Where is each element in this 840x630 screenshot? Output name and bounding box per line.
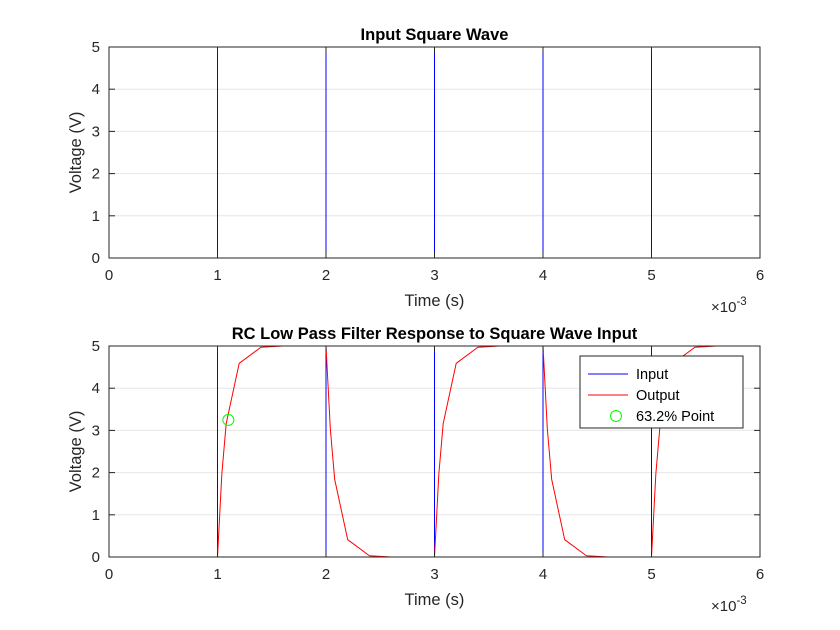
axes-rc-filter-response: 0 1 2 3 4 5 6 0 1 2 3 4 5 RC Low Pass Filter Response… bbox=[67, 325, 764, 615]
chart-title: Input Square Wave bbox=[361, 26, 509, 44]
x-tick-label: 1 bbox=[213, 267, 221, 284]
x-tick-label: 2 bbox=[322, 566, 330, 583]
y-axis-label: Voltage (V) bbox=[67, 112, 85, 194]
x-tick-label: 5 bbox=[647, 566, 655, 583]
x-exponent-base: ×10 bbox=[711, 598, 736, 615]
y-tick-label: 3 bbox=[92, 123, 100, 140]
x-tick-label: 3 bbox=[430, 267, 438, 284]
x-tick-label: 2 bbox=[322, 267, 330, 284]
y-tick-label: 0 bbox=[92, 250, 100, 267]
y-tick-label: 0 bbox=[92, 549, 100, 566]
x-exponent-power: -3 bbox=[736, 595, 746, 607]
legend-label: 63.2% Point bbox=[636, 409, 714, 425]
x-tick-label: 6 bbox=[756, 267, 764, 284]
legend-box bbox=[579, 355, 744, 429]
x-tick-label: 0 bbox=[105, 267, 113, 284]
y-axis-label: Voltage (V) bbox=[67, 411, 85, 493]
y-tick-label: 4 bbox=[92, 81, 100, 98]
y-tick-label: 1 bbox=[92, 507, 100, 524]
chart-title: RC Low Pass Filter Response to Square Wa… bbox=[232, 325, 638, 343]
x-exponent-power: -3 bbox=[736, 296, 746, 308]
legend-label: Output bbox=[636, 388, 680, 404]
x-exponent-label: ×10-3 bbox=[711, 595, 747, 615]
x-tick-label: 5 bbox=[647, 267, 655, 284]
x-tick-label: 4 bbox=[539, 566, 547, 583]
x-tick-label: 3 bbox=[430, 566, 438, 583]
x-exponent-label: ×10-3 bbox=[711, 296, 747, 316]
y-tick-label: 2 bbox=[92, 166, 100, 183]
y-tick-label: 2 bbox=[92, 465, 100, 482]
marker-63-2-point bbox=[222, 413, 235, 426]
x-axis-label: Time (s) bbox=[405, 591, 465, 609]
x-exponent-base: ×10 bbox=[711, 299, 736, 316]
y-tick-label: 4 bbox=[92, 380, 100, 397]
x-tick-label: 6 bbox=[756, 566, 764, 583]
x-tick-label: 4 bbox=[539, 267, 547, 284]
y-tick-label: 3 bbox=[92, 422, 100, 439]
y-tick-label: 1 bbox=[92, 208, 100, 225]
x-tick-label: 0 bbox=[105, 566, 113, 583]
y-tick-label: 5 bbox=[92, 338, 100, 355]
axes-input-square-wave: 0 1 2 3 4 5 6 0 1 2 3 4 5 Input Square Wave Time (s) Vo… bbox=[67, 26, 764, 316]
legend-label: Input bbox=[636, 367, 668, 383]
x-tick-label: 1 bbox=[213, 566, 221, 583]
x-axis-label: Time (s) bbox=[405, 292, 465, 310]
legend: Input Output 63.2% Point bbox=[579, 355, 744, 429]
y-tick-label: 5 bbox=[92, 39, 100, 56]
legend-marker-63-2-point bbox=[610, 410, 622, 422]
